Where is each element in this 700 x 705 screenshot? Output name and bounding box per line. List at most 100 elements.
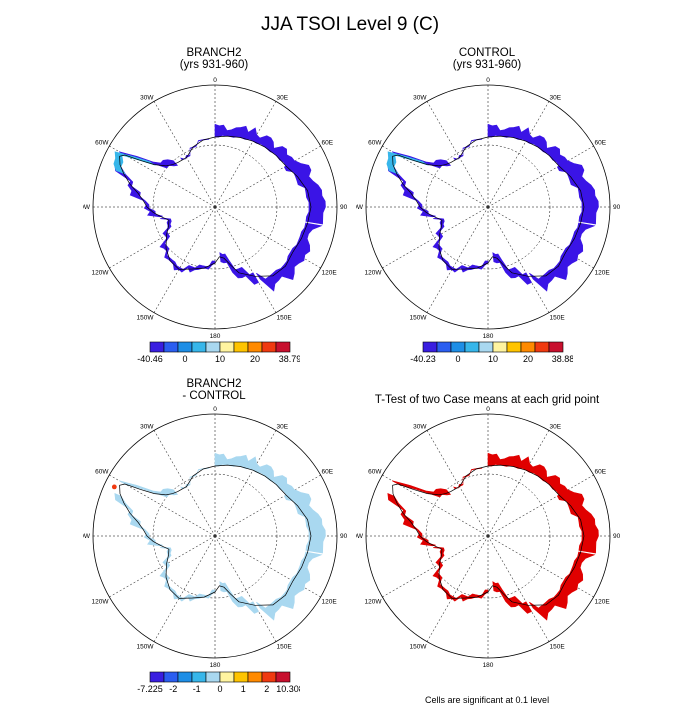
data-region: [487, 452, 569, 496]
data-region: [391, 480, 452, 498]
colorbar-swatch: [247, 341, 263, 353]
meridian-line: [109, 206, 216, 269]
meridian-line: [153, 430, 216, 537]
colorbar-swatch: [247, 671, 263, 683]
meridian-line: [214, 206, 277, 313]
colorbar-control: -40.23 0 10 20 38.88: [410, 341, 573, 364]
map-ttest: 0 180 90W 90E 30W 30E 60W 60E 120W 120E 150W 150E: [356, 406, 620, 668]
colorbar-tick-label: 38.88: [552, 354, 573, 364]
map-label-w120: 120W: [92, 599, 110, 606]
map-label-e150: 150E: [277, 315, 293, 322]
map-label-bottom: 180: [210, 662, 221, 668]
map-label-e60: 60E: [595, 469, 607, 476]
panel-title-difference: BRANCH2 - CONTROL: [114, 378, 314, 402]
map-label-e120: 120E: [595, 599, 611, 606]
colorbar-branch2: -40.46 0 10 20 38.79: [137, 341, 300, 364]
colorbar-swatch: [233, 671, 249, 683]
map-label-w60: 60W: [368, 140, 382, 147]
data-region: [256, 551, 323, 621]
data-field: [387, 452, 599, 621]
meridian-line: [426, 206, 489, 313]
colorbar-swatch: [205, 341, 221, 353]
map-label-e120: 120E: [322, 270, 338, 277]
data-field: [111, 452, 326, 621]
map-label-w30: 30W: [413, 95, 427, 102]
map-label-right: 90E: [613, 204, 620, 211]
colorbar-swatch: [205, 671, 221, 683]
panel-title-line1: BRANCH2: [186, 47, 242, 59]
meridian-line: [153, 535, 216, 642]
map-label-left: 90W: [356, 533, 364, 540]
panel-title-line2: - CONTROL: [182, 390, 246, 402]
data-region: [214, 123, 296, 167]
map-label-bottom: 180: [210, 333, 221, 339]
colorbar-swatch: [261, 341, 277, 353]
map-label-e30: 30E: [277, 95, 289, 102]
colorbar-swatch: [219, 671, 235, 683]
colorbar-swatch: [149, 341, 165, 353]
colorbar-swatch: [261, 671, 277, 683]
meridian-line: [426, 430, 489, 537]
map-label-e60: 60E: [322, 469, 334, 476]
map-label-w60: 60W: [95, 469, 109, 476]
colorbar-swatch: [450, 341, 466, 353]
map-label-w150: 150W: [137, 315, 155, 322]
map-label-e30: 30E: [550, 95, 562, 102]
colorbar-tick-label: -2: [169, 684, 177, 694]
panel-title-branch2: BRANCH2 (yrs 931-960): [114, 47, 314, 71]
map-label-e30: 30E: [550, 424, 562, 431]
map-label-w150: 150W: [410, 315, 428, 322]
colorbar-swatch: [275, 671, 291, 683]
map-label-w60: 60W: [368, 469, 382, 476]
panel-title-line1: BRANCH2: [186, 378, 242, 390]
map-label-right: 90E: [613, 533, 620, 540]
colorbar-swatch: [436, 341, 452, 353]
data-field: [113, 123, 326, 292]
colorbar-swatch: [492, 341, 508, 353]
map-label-left: 90W: [83, 533, 91, 540]
map-label-w30: 30W: [413, 424, 427, 431]
colorbar-swatch: [548, 341, 564, 353]
map-label-e30: 30E: [277, 424, 289, 431]
map-label-bottom: 180: [483, 333, 494, 339]
coastline: [119, 135, 312, 277]
meridian-line: [487, 474, 594, 537]
data-region: [492, 581, 533, 614]
data-region: [256, 222, 323, 292]
meridian-line: [214, 430, 277, 537]
meridian-line: [487, 535, 550, 642]
colorbar-swatch: [177, 671, 193, 683]
map-label-left: 90W: [356, 204, 364, 211]
data-region: [453, 138, 483, 160]
meridian-line: [214, 535, 277, 642]
colorbar-swatch: [233, 341, 249, 353]
colorbar-tick-label: 1: [241, 684, 246, 694]
meridian-line: [487, 101, 550, 208]
map-control: 0 180 90W 90E 30W 30E 60W 60E 120W 120E 150W 150E: [356, 77, 620, 339]
colorbar-tick-label: 38.79: [279, 354, 300, 364]
colorbar-swatch: [149, 671, 165, 683]
map-label-e60: 60E: [595, 140, 607, 147]
map-label-e60: 60E: [322, 140, 334, 147]
meridian-line: [382, 206, 489, 269]
meridian-line: [214, 101, 277, 208]
map-label-right: 90E: [340, 204, 347, 211]
meridian-line: [382, 535, 489, 598]
panel-title-line1: T-Test of two Case means at each grid po…: [374, 394, 600, 406]
colorbar-swatch: [506, 341, 522, 353]
significance-footnote: Cells are significant at 0.1 level: [425, 695, 550, 705]
map-label-w30: 30W: [140, 424, 154, 431]
map-label-e150: 150E: [550, 315, 566, 322]
colorbar-swatch: [275, 341, 291, 353]
meridian-line: [426, 535, 489, 642]
data-region: [111, 484, 117, 490]
map-label-w150: 150W: [410, 644, 428, 651]
data-region: [387, 493, 436, 547]
meridian-line: [214, 474, 321, 537]
data-region: [556, 160, 599, 225]
colorbar-tick-label: 10: [215, 354, 225, 364]
data-region: [283, 489, 326, 554]
data-region: [114, 493, 163, 547]
colorbar-swatch: [177, 341, 193, 353]
map-label-left: 90W: [83, 204, 91, 211]
